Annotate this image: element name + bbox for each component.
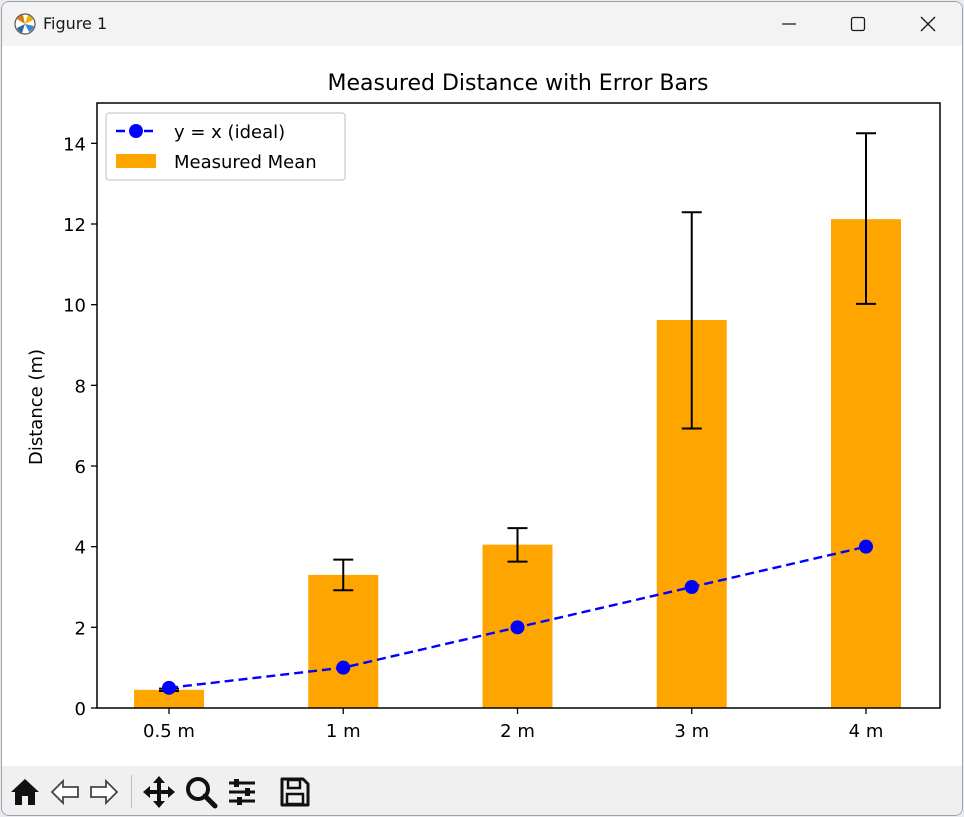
- back-button[interactable]: [47, 774, 83, 810]
- back-icon: [50, 778, 79, 806]
- y-tick-label: 0: [75, 699, 86, 720]
- pan-button[interactable]: [141, 774, 177, 810]
- chart-title: Measured Distance with Error Bars: [327, 71, 708, 96]
- home-button[interactable]: [7, 774, 43, 810]
- window-title: Figure 1: [43, 14, 108, 33]
- forward-icon: [90, 778, 119, 806]
- home-icon: [11, 779, 39, 805]
- maximize-button[interactable]: [823, 2, 893, 46]
- y-tick-label: 4: [75, 538, 86, 559]
- save-icon: [280, 777, 310, 807]
- y-tick-label: 8: [75, 376, 86, 397]
- x-tick-label: 3 m: [674, 721, 709, 742]
- matplotlib-logo-icon: [14, 13, 36, 35]
- x-tick-label: 1 m: [326, 721, 361, 742]
- line-point: [859, 539, 873, 554]
- legend-box: [105, 112, 346, 181]
- legend-bar-swatch: [116, 154, 156, 168]
- legend-label: Measured Mean: [174, 152, 317, 173]
- y-axis-label: Distance (m): [26, 349, 47, 465]
- toolbar-separator: [131, 775, 132, 808]
- zoom-icon: [186, 777, 218, 809]
- close-icon: [920, 16, 936, 32]
- y-tick-label: 2: [75, 618, 86, 639]
- y-tick-label: 12: [63, 215, 86, 236]
- axes-frame: [96, 102, 941, 709]
- x-tick-label: 4 m: [849, 721, 884, 742]
- y-tick-label: 14: [63, 134, 86, 155]
- plot-area: 0 2 4 6 8 10 12 14 0.5 m 1 m 2 m 3 m 4 m y = x (ideal…: [63, 102, 941, 742]
- pan-icon: [143, 776, 175, 808]
- minimize-button[interactable]: [754, 2, 824, 46]
- bar: [134, 689, 204, 708]
- y-tick-label: 10: [63, 296, 86, 317]
- configure-subplots-button[interactable]: [224, 774, 260, 810]
- line-point: [510, 620, 525, 635]
- y-tick-label: 6: [75, 457, 86, 478]
- line-point: [162, 680, 176, 695]
- close-button[interactable]: [893, 2, 962, 46]
- title-bar: Figure 1: [2, 2, 962, 46]
- forward-button[interactable]: [86, 774, 122, 810]
- chart: Measured Distance with Error Bars Distan…: [26, 71, 941, 742]
- x-tick-label: 2 m: [500, 721, 535, 742]
- zoom-button[interactable]: [183, 774, 219, 810]
- line-point: [684, 580, 699, 594]
- save-button[interactable]: [277, 774, 313, 810]
- minimize-icon: [782, 23, 796, 25]
- maximize-icon: [850, 16, 866, 32]
- line-point: [336, 660, 351, 675]
- figure-canvas: Measured Distance with Error Bars Distan…: [2, 46, 962, 766]
- navigation-toolbar: [2, 766, 962, 815]
- legend-label: y = x (ideal): [174, 122, 285, 143]
- bar: [308, 574, 379, 708]
- legend-marker-swatch: [129, 124, 143, 138]
- configure-subplots-icon: [229, 779, 255, 805]
- x-tick-label: 0.5 m: [143, 721, 195, 742]
